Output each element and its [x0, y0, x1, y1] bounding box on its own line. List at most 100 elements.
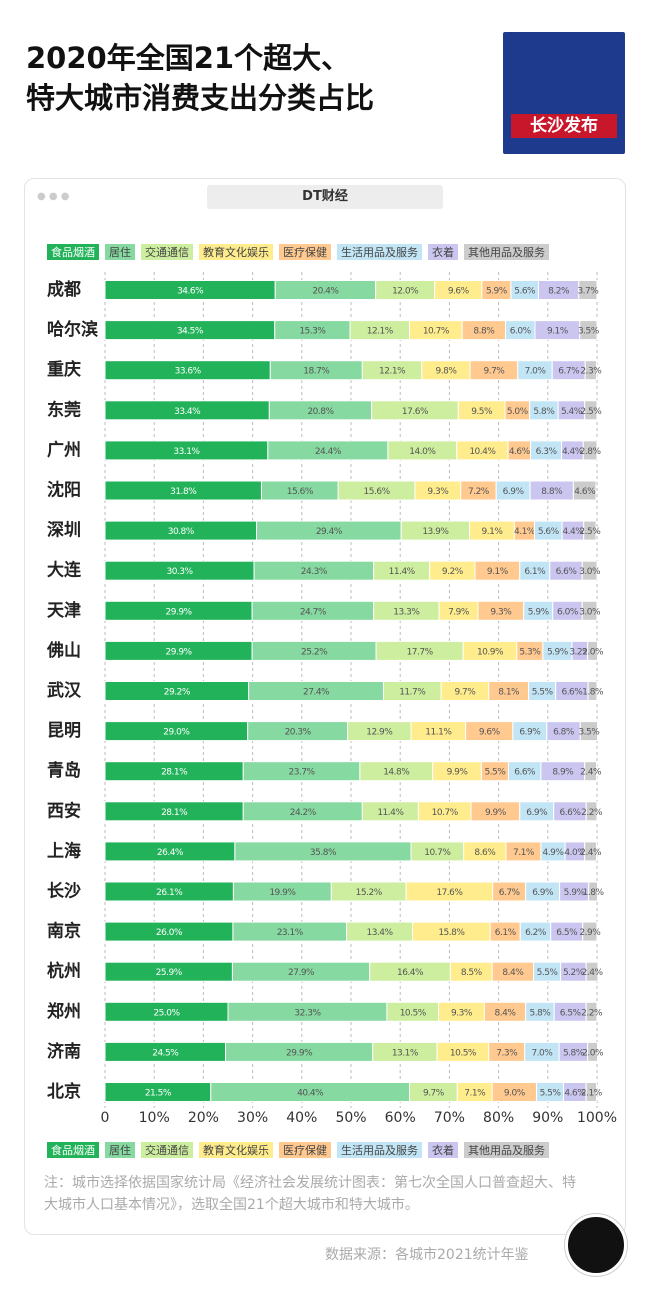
legend-label: 衣着 [432, 245, 454, 259]
value-label: 9.7% [483, 367, 505, 377]
value-label: 13.9% [422, 527, 449, 537]
value-label: 5.6% [538, 527, 560, 537]
value-label: 2.4% [582, 968, 604, 978]
value-label: 10.5% [450, 1048, 477, 1058]
bar-segment [581, 600, 598, 621]
value-label: 12.1% [379, 367, 406, 377]
legend-label: 交通通信 [145, 245, 189, 259]
value-label: 25.9% [156, 968, 183, 978]
value-label: 9.6% [479, 728, 501, 738]
value-label: 3.5% [578, 327, 600, 337]
value-label: 6.5% [560, 1008, 582, 1018]
value-label: 11.4% [389, 567, 416, 577]
value-label: 23.7% [289, 768, 316, 778]
value-label: 15.8% [438, 928, 465, 938]
value-label: 8.6% [474, 848, 496, 858]
value-label: 5.0% [507, 407, 529, 417]
legend-label: 其他用品及服务 [468, 1144, 545, 1157]
bar-segment [584, 400, 598, 421]
value-label: 9.3% [427, 487, 449, 497]
value-label: 8.2% [548, 287, 570, 297]
value-label: 26.1% [156, 888, 183, 898]
value-label: 10.5% [400, 1008, 427, 1018]
value-label: 5.4% [561, 407, 583, 417]
value-label: 2.8% [580, 447, 602, 457]
value-label: 15.6% [364, 487, 391, 497]
value-label: 4.6% [564, 1089, 586, 1099]
legend-label: 教育文化娱乐 [203, 1143, 269, 1157]
x-tick-label: 10% [139, 1110, 170, 1126]
value-label: 9.9% [447, 768, 469, 778]
value-label: 7.1% [513, 848, 535, 858]
value-label: 7.9% [448, 607, 470, 617]
value-label: 13.1% [392, 1048, 419, 1058]
value-label: 9.8% [436, 367, 458, 377]
bar-segment [581, 560, 598, 581]
y-tick-label: 佛山 [46, 640, 81, 661]
value-label: 5.3% [519, 647, 541, 657]
value-label: 24.3% [301, 567, 328, 577]
value-label: 9.3% [490, 607, 512, 617]
legend-label: 居住 [109, 245, 131, 259]
value-label: 10.7% [432, 808, 459, 818]
y-tick-label: 广州 [47, 439, 81, 460]
y-tick-label: 西安 [47, 800, 81, 821]
value-label: 4.9% [543, 848, 565, 858]
value-label: 11.4% [377, 808, 404, 818]
value-label: 10.4% [469, 447, 496, 457]
value-label: 8.1% [498, 688, 520, 698]
value-label: 10.9% [477, 647, 504, 657]
value-label: 8.9% [552, 768, 574, 778]
y-tick-label: 深圳 [47, 520, 81, 541]
legend-label: 食品烟酒 [51, 1143, 95, 1157]
value-label: 12.1% [367, 327, 394, 337]
value-label: 6.1% [524, 567, 546, 577]
legend-swatch [279, 1142, 331, 1158]
value-label: 5.2% [563, 968, 585, 978]
y-tick-label: 东莞 [47, 399, 81, 420]
title: 2020年全国21个超大、 特大城市消费支出分类占比 [26, 38, 374, 118]
value-label: 26.0% [156, 928, 183, 938]
value-label: 28.1% [161, 768, 188, 778]
value-label: 9.1% [547, 327, 569, 337]
x-tick-label: 60% [385, 1110, 416, 1126]
value-label: 40.4% [297, 1089, 324, 1099]
value-label: 4.1% [514, 527, 536, 537]
value-label: 29.0% [163, 728, 190, 738]
legend-swatch [464, 244, 549, 260]
bar-segment [585, 1082, 598, 1102]
value-label: 9.3% [451, 1008, 473, 1018]
value-label: 6.5% [556, 928, 578, 938]
value-label: 6.2% [525, 928, 547, 938]
value-label: 27.9% [288, 968, 315, 978]
value-label: 27.4% [303, 688, 330, 698]
legend-label: 衣着 [432, 1143, 454, 1157]
title-line: 特大城市消费支出分类占比 [26, 81, 375, 115]
value-label: 6.0% [510, 327, 532, 337]
value-label: 32.3% [294, 1008, 321, 1018]
bar-segment [587, 681, 598, 701]
value-label: 5.6% [514, 287, 536, 297]
value-label: 29.2% [164, 688, 191, 698]
bar-segment [588, 881, 598, 902]
legend-label: 交通通信 [145, 1143, 189, 1157]
x-tick-label: 0 [101, 1110, 110, 1126]
value-label: 8.4% [502, 968, 524, 978]
value-label: 17.6% [436, 888, 463, 898]
value-label: 9.9% [485, 808, 507, 818]
value-label: 6.7% [558, 367, 580, 377]
window-frame: DT财经 ● ● ● [24, 178, 626, 1235]
value-label: 2.5% [580, 407, 602, 417]
legend-swatch [141, 1142, 193, 1158]
legend-swatch [199, 1142, 273, 1158]
value-label: 5.9% [564, 888, 586, 898]
value-label: 5.5% [484, 768, 506, 778]
value-label: 16.4% [397, 968, 424, 978]
x-tick-label: 70% [434, 1110, 465, 1126]
bar-segment [585, 1001, 598, 1022]
y-tick-label: 大连 [47, 560, 82, 581]
value-label: 2.5% [579, 527, 601, 537]
bar-segment [587, 1041, 598, 1062]
value-label: 23.1% [277, 928, 304, 938]
value-label: 17.6% [402, 407, 429, 417]
